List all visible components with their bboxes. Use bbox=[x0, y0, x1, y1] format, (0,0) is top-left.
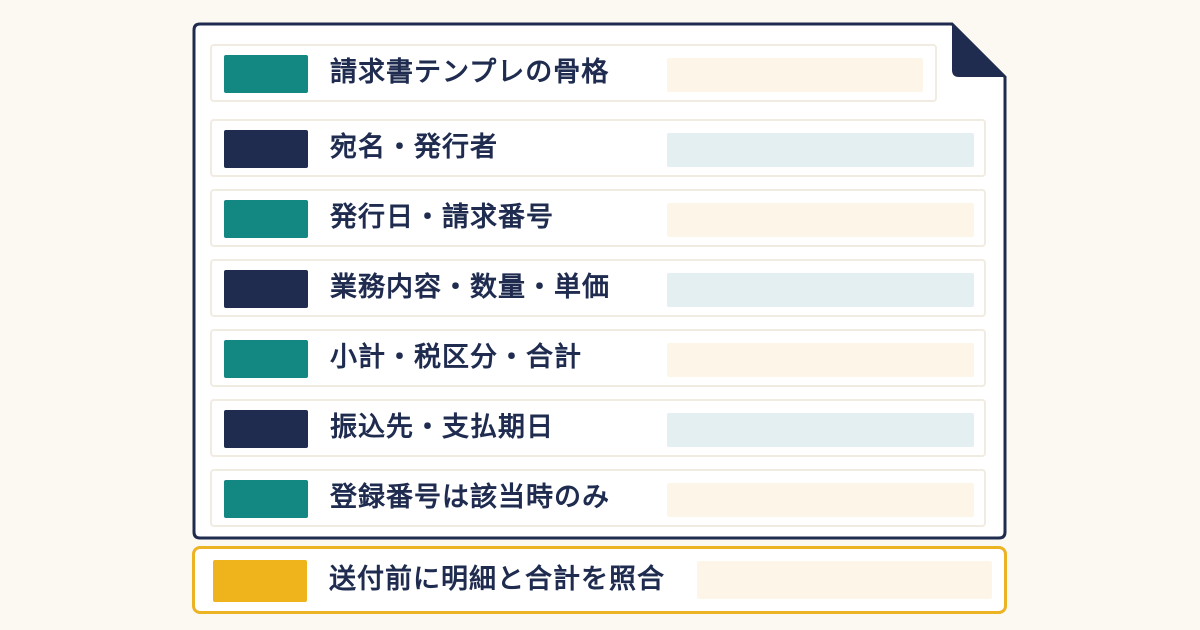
template-row-registration: 登録番号は該当時のみ bbox=[210, 469, 986, 527]
row-field-placeholder bbox=[667, 203, 974, 237]
row-label: 請求書テンプレの骨格 bbox=[330, 57, 610, 88]
row-label: 発行日・請求番号 bbox=[330, 202, 554, 233]
template-row-totals: 小計・税区分・合計 bbox=[210, 329, 986, 387]
pre-send-check-bar: 送付前に明細と合計を照合 bbox=[192, 546, 1007, 614]
row-label: 業務内容・数量・単価 bbox=[330, 272, 610, 303]
template-row-date-number: 発行日・請求番号 bbox=[210, 189, 986, 247]
row-field-placeholder bbox=[667, 343, 974, 377]
template-row-payment: 振込先・支払期日 bbox=[210, 399, 986, 457]
row-color-swatch bbox=[224, 130, 308, 168]
check-color-swatch bbox=[213, 560, 307, 602]
template-row-recipient-issuer: 宛名・発行者 bbox=[210, 119, 986, 177]
row-field-placeholder bbox=[667, 483, 974, 517]
row-color-swatch bbox=[224, 340, 308, 378]
row-color-swatch bbox=[224, 200, 308, 238]
row-field-placeholder bbox=[667, 273, 974, 307]
row-field-placeholder bbox=[667, 58, 923, 92]
template-row-items: 業務内容・数量・単価 bbox=[210, 259, 986, 317]
row-label: 登録番号は該当時のみ bbox=[330, 482, 610, 513]
row-color-swatch bbox=[224, 480, 308, 518]
row-field-placeholder bbox=[667, 413, 974, 447]
check-label: 送付前に明細と合計を照合 bbox=[329, 564, 665, 595]
row-color-swatch bbox=[224, 410, 308, 448]
invoice-template-sheet: 請求書テンプレの骨格 宛名・発行者 発行日・請求番号 業務内容・数量・単価 小計… bbox=[192, 22, 1007, 540]
row-label: 小計・税区分・合計 bbox=[330, 342, 582, 373]
row-field-placeholder bbox=[667, 133, 974, 167]
template-row-header: 請求書テンプレの骨格 bbox=[210, 44, 937, 102]
row-color-swatch bbox=[224, 55, 308, 93]
folded-corner-icon bbox=[952, 24, 1005, 77]
check-field-placeholder bbox=[697, 561, 992, 599]
row-color-swatch bbox=[224, 270, 308, 308]
row-label: 宛名・発行者 bbox=[330, 132, 498, 163]
row-label: 振込先・支払期日 bbox=[330, 412, 554, 443]
